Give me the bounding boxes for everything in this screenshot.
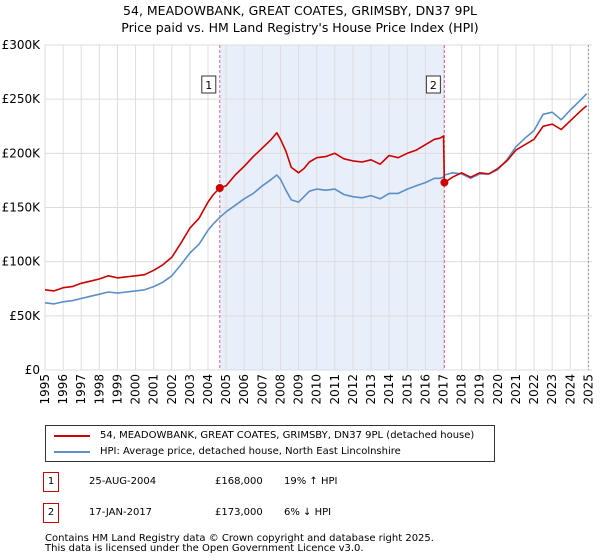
property-price-line bbox=[44, 105, 588, 292]
x-tick-label: 2018 bbox=[455, 374, 469, 405]
transaction-marker: 2 bbox=[43, 503, 59, 523]
x-tick-label: 2021 bbox=[509, 374, 523, 405]
footer-licence: This data is licensed under the Open Gov… bbox=[45, 543, 364, 554]
x-tick-label: 2012 bbox=[346, 374, 360, 405]
x-tick-label: 2011 bbox=[328, 374, 342, 405]
sale-1-marker: 1 bbox=[201, 75, 217, 94]
sale-marker-box bbox=[201, 75, 217, 94]
y-tick-label: £200K bbox=[2, 146, 42, 160]
x-tick-label: 2017 bbox=[436, 374, 450, 405]
legend: 54, MEADOWBANK, GREAT COATES, GRIMSBY, D… bbox=[45, 425, 495, 462]
sale-1-point bbox=[215, 184, 224, 192]
x-tick-label: 2016 bbox=[418, 374, 432, 405]
chart-title: 54, MEADOWBANK, GREAT COATES, GRIMSBY, D… bbox=[123, 3, 477, 18]
x-tick-label: 2014 bbox=[382, 374, 396, 405]
price-chart: 1 2 £0 £50K £100K £150K £200K £250K £300K 1995 1… bbox=[2, 38, 596, 405]
x-tick-label: 2025 bbox=[581, 374, 595, 405]
y-tick-label: £0 bbox=[25, 363, 40, 377]
x-tick-label: 2020 bbox=[491, 374, 505, 405]
transaction-hpi-diff: 19% ↑ HPI bbox=[284, 476, 338, 487]
x-tick-label: 2004 bbox=[201, 374, 215, 405]
x-tick-label: 1998 bbox=[92, 374, 106, 405]
transaction-date: 25-AUG-2004 bbox=[89, 476, 157, 487]
y-tick-label: £150K bbox=[2, 201, 42, 215]
sale-2-marker: 2 bbox=[425, 75, 441, 94]
legend-label-property: 54, MEADOWBANK, GREAT COATES, GRIMSBY, D… bbox=[100, 430, 475, 441]
y-tick-label: £50K bbox=[9, 309, 41, 323]
x-tick-label: 2010 bbox=[310, 374, 324, 405]
x-tick-label: 2001 bbox=[147, 374, 161, 405]
y-tick-label: £300K bbox=[2, 38, 42, 52]
x-tick-label: 2007 bbox=[255, 374, 269, 405]
transaction-price: £173,000 bbox=[215, 507, 263, 518]
x-tick-label: 2024 bbox=[563, 374, 577, 405]
x-tick-label: 2006 bbox=[237, 374, 251, 405]
x-tick-label: 1995 bbox=[38, 374, 52, 405]
x-tick-label: 2013 bbox=[364, 374, 378, 405]
x-tick-label: 2009 bbox=[292, 374, 306, 405]
legend-label-hpi: HPI: Average price, detached house, Nort… bbox=[100, 446, 401, 457]
x-tick-label: 2023 bbox=[545, 374, 559, 405]
transaction-hpi-diff: 6% ↓ HPI bbox=[284, 507, 332, 518]
legend-swatch-hpi bbox=[54, 451, 90, 453]
transaction-price: £168,000 bbox=[215, 476, 263, 487]
y-tick-label: £250K bbox=[2, 92, 42, 106]
transaction-row: 2 17-JAN-2017 £173,000 6% ↓ HPI bbox=[0, 503, 600, 523]
sale-2-point bbox=[440, 178, 449, 187]
x-tick-label: 2019 bbox=[473, 374, 487, 405]
x-tick-label: 2003 bbox=[183, 374, 197, 405]
transaction-marker: 1 bbox=[43, 472, 59, 492]
sale-marker-box bbox=[425, 75, 441, 94]
footer-copyright: Contains HM Land Registry data © Crown c… bbox=[45, 533, 434, 544]
x-tick-label: 1996 bbox=[56, 374, 70, 405]
x-tick-label: 2002 bbox=[165, 374, 179, 405]
chart-subtitle: Price paid vs. HM Land Registry's House … bbox=[121, 20, 479, 35]
transaction-date: 17-JAN-2017 bbox=[89, 507, 153, 518]
y-tick-label: £100K bbox=[2, 255, 42, 269]
transaction-row: 1 25-AUG-2004 £168,000 19% ↑ HPI bbox=[0, 472, 600, 492]
legend-swatch-property bbox=[54, 435, 90, 437]
x-tick-label: 1999 bbox=[110, 374, 124, 405]
x-tick-label: 2008 bbox=[273, 374, 287, 405]
x-tick-label: 2005 bbox=[219, 374, 233, 405]
x-tick-label: 2000 bbox=[129, 374, 143, 405]
x-tick-label: 2015 bbox=[400, 374, 414, 405]
x-tick-label: 2022 bbox=[527, 374, 541, 405]
sale-marker-label: 1 bbox=[205, 79, 212, 92]
x-tick-label: 1997 bbox=[74, 374, 88, 405]
sale-marker-label: 2 bbox=[430, 79, 437, 92]
